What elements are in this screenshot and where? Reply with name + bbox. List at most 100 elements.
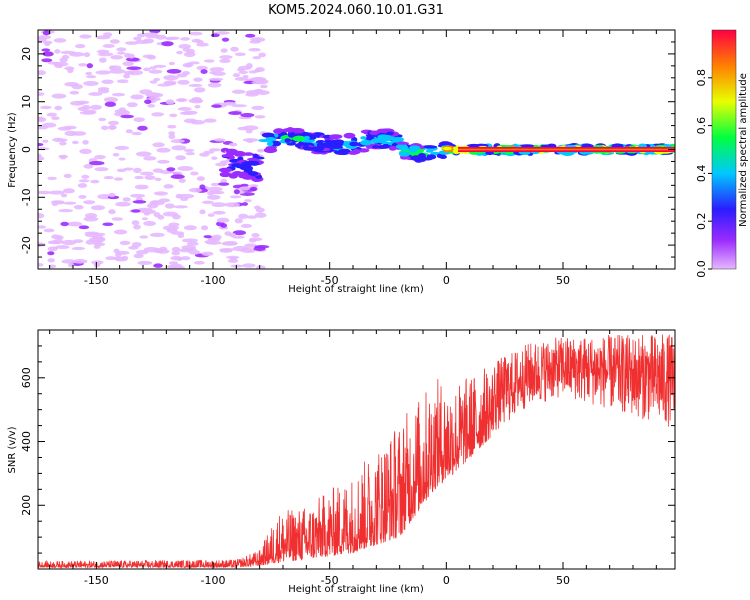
heatmap-noise-cell bbox=[251, 232, 260, 238]
heatmap-noise-cell bbox=[104, 101, 117, 107]
heatmap-noise-cell bbox=[47, 246, 58, 252]
heatmap-noise-cell bbox=[60, 193, 68, 198]
heatmap-noise-cell bbox=[104, 96, 118, 103]
heatmap-noise-cell bbox=[208, 77, 224, 81]
heatmap-noise-cell bbox=[233, 189, 240, 195]
heatmap-noise-cell bbox=[38, 213, 45, 219]
heatmap-noise-cell bbox=[254, 115, 266, 119]
heatmap-noise-cell bbox=[73, 204, 84, 210]
heatmap-noise-cell bbox=[228, 142, 238, 147]
heatmap-noise-cell bbox=[257, 148, 265, 153]
heatmap-noise-cell bbox=[115, 201, 131, 207]
heatmap-noise-cell bbox=[64, 130, 78, 136]
heatmap-noise-cell bbox=[220, 223, 228, 228]
heatmap-noise-cell bbox=[60, 50, 76, 55]
heatmap-noise-cell bbox=[170, 139, 185, 144]
heatmap-noise-cell bbox=[240, 223, 252, 228]
heatmap-signal-cell bbox=[349, 141, 359, 147]
heatmap-signal-cell bbox=[360, 136, 367, 140]
heatmap-noise-cell bbox=[216, 217, 230, 223]
heatmap-noise-cell bbox=[199, 209, 206, 215]
colorbar-ticks: 0.0 0.2 0.4 0.6 0.8 bbox=[695, 69, 712, 278]
heatmap-noise-cell bbox=[208, 148, 221, 152]
heatmap-cells bbox=[38, 30, 675, 269]
snr-ylabel: SNR (v/v) bbox=[7, 426, 18, 473]
heatmap-noise-cell bbox=[149, 80, 158, 84]
snr-ticks: -150 -100 -50 0 50 200 400 600 bbox=[20, 329, 675, 587]
heatmap-noise-cell bbox=[167, 124, 177, 129]
heatmap-noise-cell bbox=[222, 101, 237, 106]
heatmap-noise-cell bbox=[177, 79, 190, 85]
heatmap-signal-cell bbox=[261, 132, 275, 138]
heatmap-noise-cell bbox=[249, 77, 263, 82]
heatmap-noise-cell bbox=[178, 44, 192, 49]
heatmap-noise-cell bbox=[209, 71, 216, 75]
heatmap-noise-cell bbox=[84, 212, 98, 219]
heatmap-noise-cell bbox=[53, 38, 67, 43]
heatmap-noise-cell bbox=[196, 176, 206, 181]
heatmap-noise-cell bbox=[168, 36, 180, 40]
heatmap-noise-cell bbox=[183, 148, 195, 153]
heatmap-noise-cell bbox=[134, 184, 149, 190]
heatmap-noise-cell bbox=[244, 199, 252, 203]
heatmap-noise-cell bbox=[220, 178, 228, 183]
heatmap-noise-cell bbox=[90, 205, 106, 211]
heatmap-noise-cell bbox=[47, 176, 57, 180]
heatmap-noise-cell bbox=[48, 264, 57, 269]
heatmap-signal-cell bbox=[388, 145, 397, 151]
heatmap-noise-cell bbox=[56, 138, 68, 142]
heatmap-noise-cell bbox=[123, 73, 131, 79]
heatmap-noise-cell bbox=[42, 51, 54, 57]
x-tick-label: 50 bbox=[556, 274, 570, 287]
heatmap-noise-cell bbox=[133, 224, 141, 230]
heatmap-noise-cell bbox=[63, 201, 77, 205]
heatmap-noise-cell bbox=[131, 220, 140, 226]
heatmap-noise-cell bbox=[98, 117, 107, 122]
heatmap-noise-cell bbox=[177, 166, 194, 171]
heatmap-noise-cell bbox=[240, 113, 255, 118]
heatmap-noise-cell bbox=[180, 256, 191, 261]
heatmap-noise-cell bbox=[245, 128, 253, 134]
heatmap-noise-cell bbox=[204, 239, 217, 244]
heatmap-noise-cell bbox=[59, 141, 67, 146]
heatmap-noise-cell bbox=[125, 129, 133, 134]
heatmap-noise-cell bbox=[143, 32, 159, 37]
heatmap-noise-cell bbox=[117, 51, 126, 55]
heatmap-noise-cell bbox=[153, 263, 163, 268]
heatmap-noise-cell bbox=[248, 70, 258, 74]
heatmap-noise-cell bbox=[211, 156, 218, 160]
heatmap-noise-cell bbox=[242, 125, 259, 131]
heatmap-noise-cell bbox=[171, 250, 181, 256]
heatmap-signal-cell bbox=[442, 146, 452, 151]
heatmap-noise-cell bbox=[54, 49, 61, 54]
heatmap-signal-cell bbox=[418, 145, 425, 149]
heatmap-noise-cell bbox=[94, 167, 109, 172]
heatmap-noise-cell bbox=[165, 99, 175, 105]
heatmap-noise-cell bbox=[188, 83, 203, 88]
heatmap-noise-cell bbox=[116, 79, 129, 84]
y-tick-label: 10 bbox=[20, 95, 33, 109]
colorbar-tick-label: 0.2 bbox=[695, 212, 708, 230]
heatmap-noise-cell bbox=[109, 39, 120, 44]
heatmap-signal-cell bbox=[247, 171, 259, 176]
heatmap-noise-cell bbox=[151, 112, 164, 117]
heatmap-noise-cell bbox=[241, 202, 249, 206]
y-tick-label: -20 bbox=[20, 236, 33, 254]
heatmap-noise-cell bbox=[42, 40, 53, 45]
heatmap-noise-cell bbox=[162, 211, 178, 217]
heatmap-noise-cell bbox=[64, 66, 75, 71]
heatmap-signal-cell bbox=[396, 141, 409, 145]
snr-series bbox=[38, 334, 675, 569]
heatmap-noise-cell bbox=[158, 198, 171, 203]
heatmap-noise-cell bbox=[193, 87, 206, 93]
heatmap-signal-cell bbox=[247, 157, 259, 161]
y-tick-label: 600 bbox=[20, 367, 33, 388]
heatmap-noise-cell bbox=[231, 89, 246, 94]
heatmap-noise-cell bbox=[248, 238, 257, 243]
heatmap-noise-cell bbox=[108, 192, 116, 198]
heatmap-noise-cell bbox=[188, 31, 203, 36]
heatmap-noise-cell bbox=[149, 66, 157, 70]
heatmap-noise-cell bbox=[147, 104, 156, 108]
heatmap-noise-cell bbox=[108, 209, 116, 215]
